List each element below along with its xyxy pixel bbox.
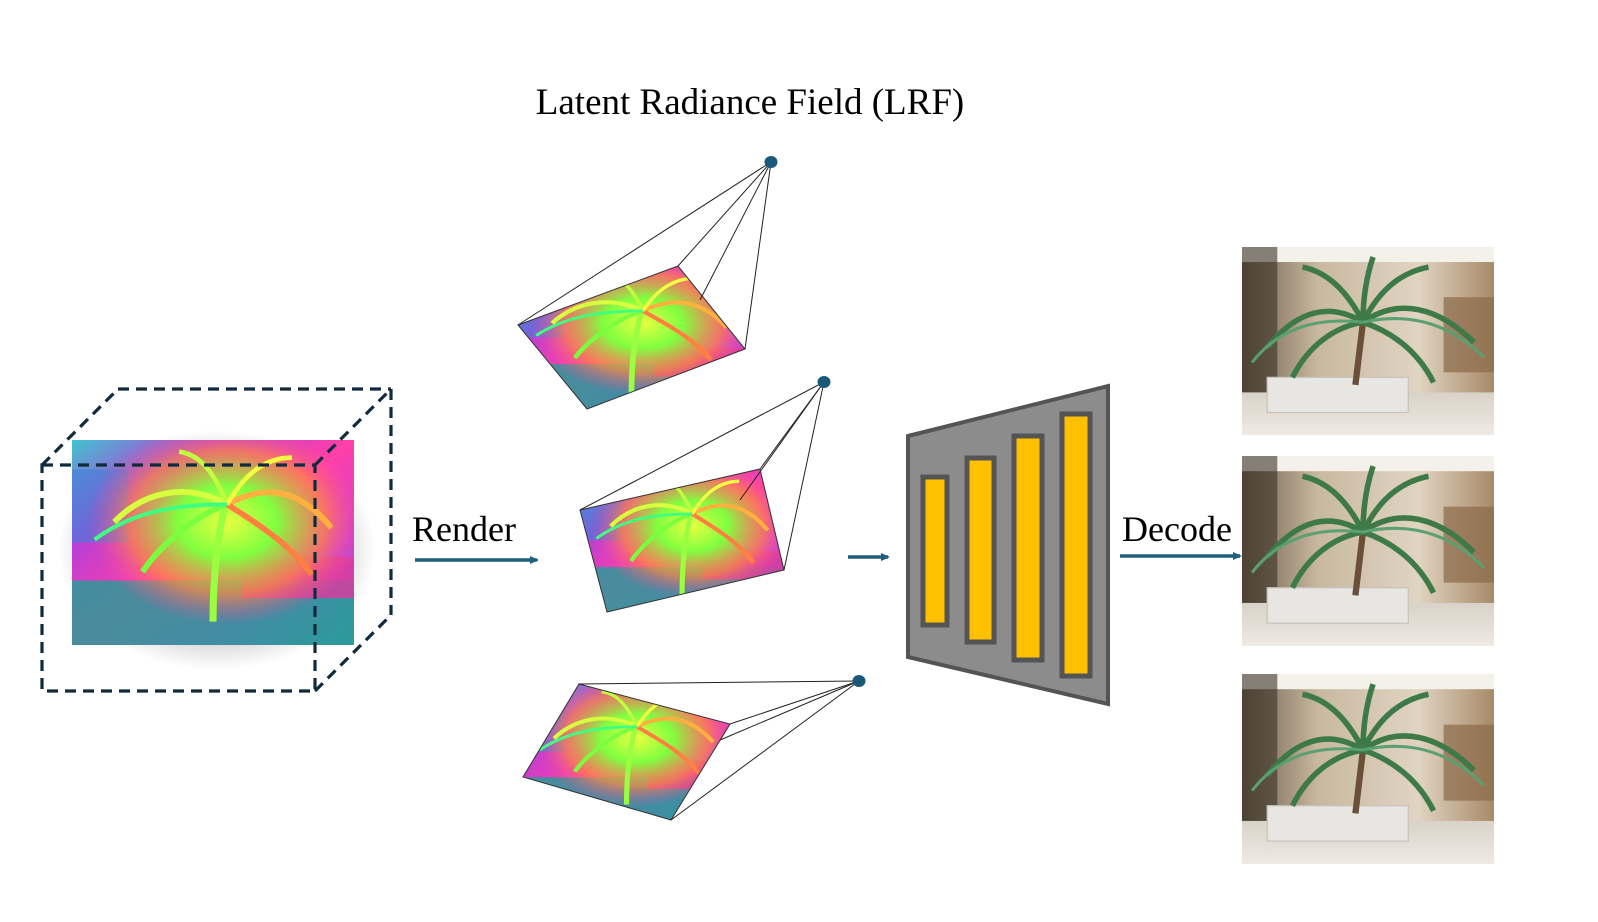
- camera-frustum-top: [517, 156, 778, 410]
- latent-volume-texture: [72, 440, 354, 645]
- decoder-layer-bar: [1059, 411, 1093, 679]
- decoder-layer-bar: [920, 474, 950, 628]
- render-label: Render: [412, 509, 516, 549]
- decoder-layer-bar: [964, 455, 997, 645]
- camera-center-dot: [764, 156, 778, 168]
- camera-frustum-bottom: [522, 675, 866, 821]
- rendered-rgb-image-icon: [1242, 247, 1494, 864]
- output-image-1: [1242, 247, 1494, 435]
- decoder-network-icon: [906, 383, 1110, 707]
- decoder-layer-bar: [1011, 433, 1045, 663]
- output-image-2: [1242, 456, 1494, 646]
- decode-label: Decode: [1122, 509, 1232, 549]
- camera-frustum-middle: [579, 376, 831, 613]
- camera-center-dot: [852, 675, 866, 687]
- latent-feature-cube-icon: [40, 387, 393, 693]
- output-image-3: [1242, 674, 1494, 864]
- diagram-title: Latent Radiance Field (LRF): [536, 82, 964, 123]
- camera-center-dot: [817, 376, 831, 388]
